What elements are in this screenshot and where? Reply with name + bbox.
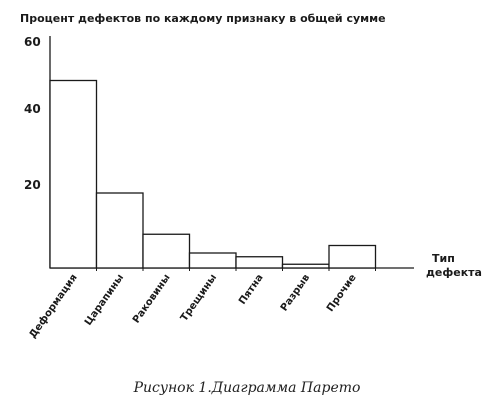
bar-4 — [235, 256, 284, 269]
category-labels-group: Деформация Царапины Раковины Трещины Пятна Ра… — [27, 272, 359, 341]
chart-title: Процент дефектов по каждому признаку в о… — [20, 12, 386, 25]
category-label-3: Трещины — [179, 272, 219, 323]
category-label-2: Раковины — [131, 272, 173, 325]
category-label-5: Разрыв — [279, 272, 312, 313]
bar-3 — [188, 252, 237, 269]
bars-group — [49, 79, 377, 271]
category-label-6: Прочие — [325, 272, 359, 314]
bar-0 — [49, 79, 98, 269]
y-tick-40: 40 — [24, 102, 41, 116]
x-axis-label-line2: дефекта — [426, 266, 482, 279]
bar-5 — [281, 263, 330, 269]
figure-caption: Рисунок 1.Диаграмма Парето — [133, 380, 361, 396]
category-label-4: Пятна — [237, 272, 266, 306]
x-axis-label-line1: Тип — [432, 252, 455, 265]
bar-2 — [142, 233, 191, 269]
category-label-1: Царапины — [83, 272, 126, 327]
bar-1 — [95, 192, 144, 269]
y-tick-20: 20 — [24, 178, 41, 192]
bar-6 — [328, 244, 377, 269]
category-label-0: Деформация — [27, 272, 80, 341]
y-tick-60: 60 — [24, 35, 41, 49]
